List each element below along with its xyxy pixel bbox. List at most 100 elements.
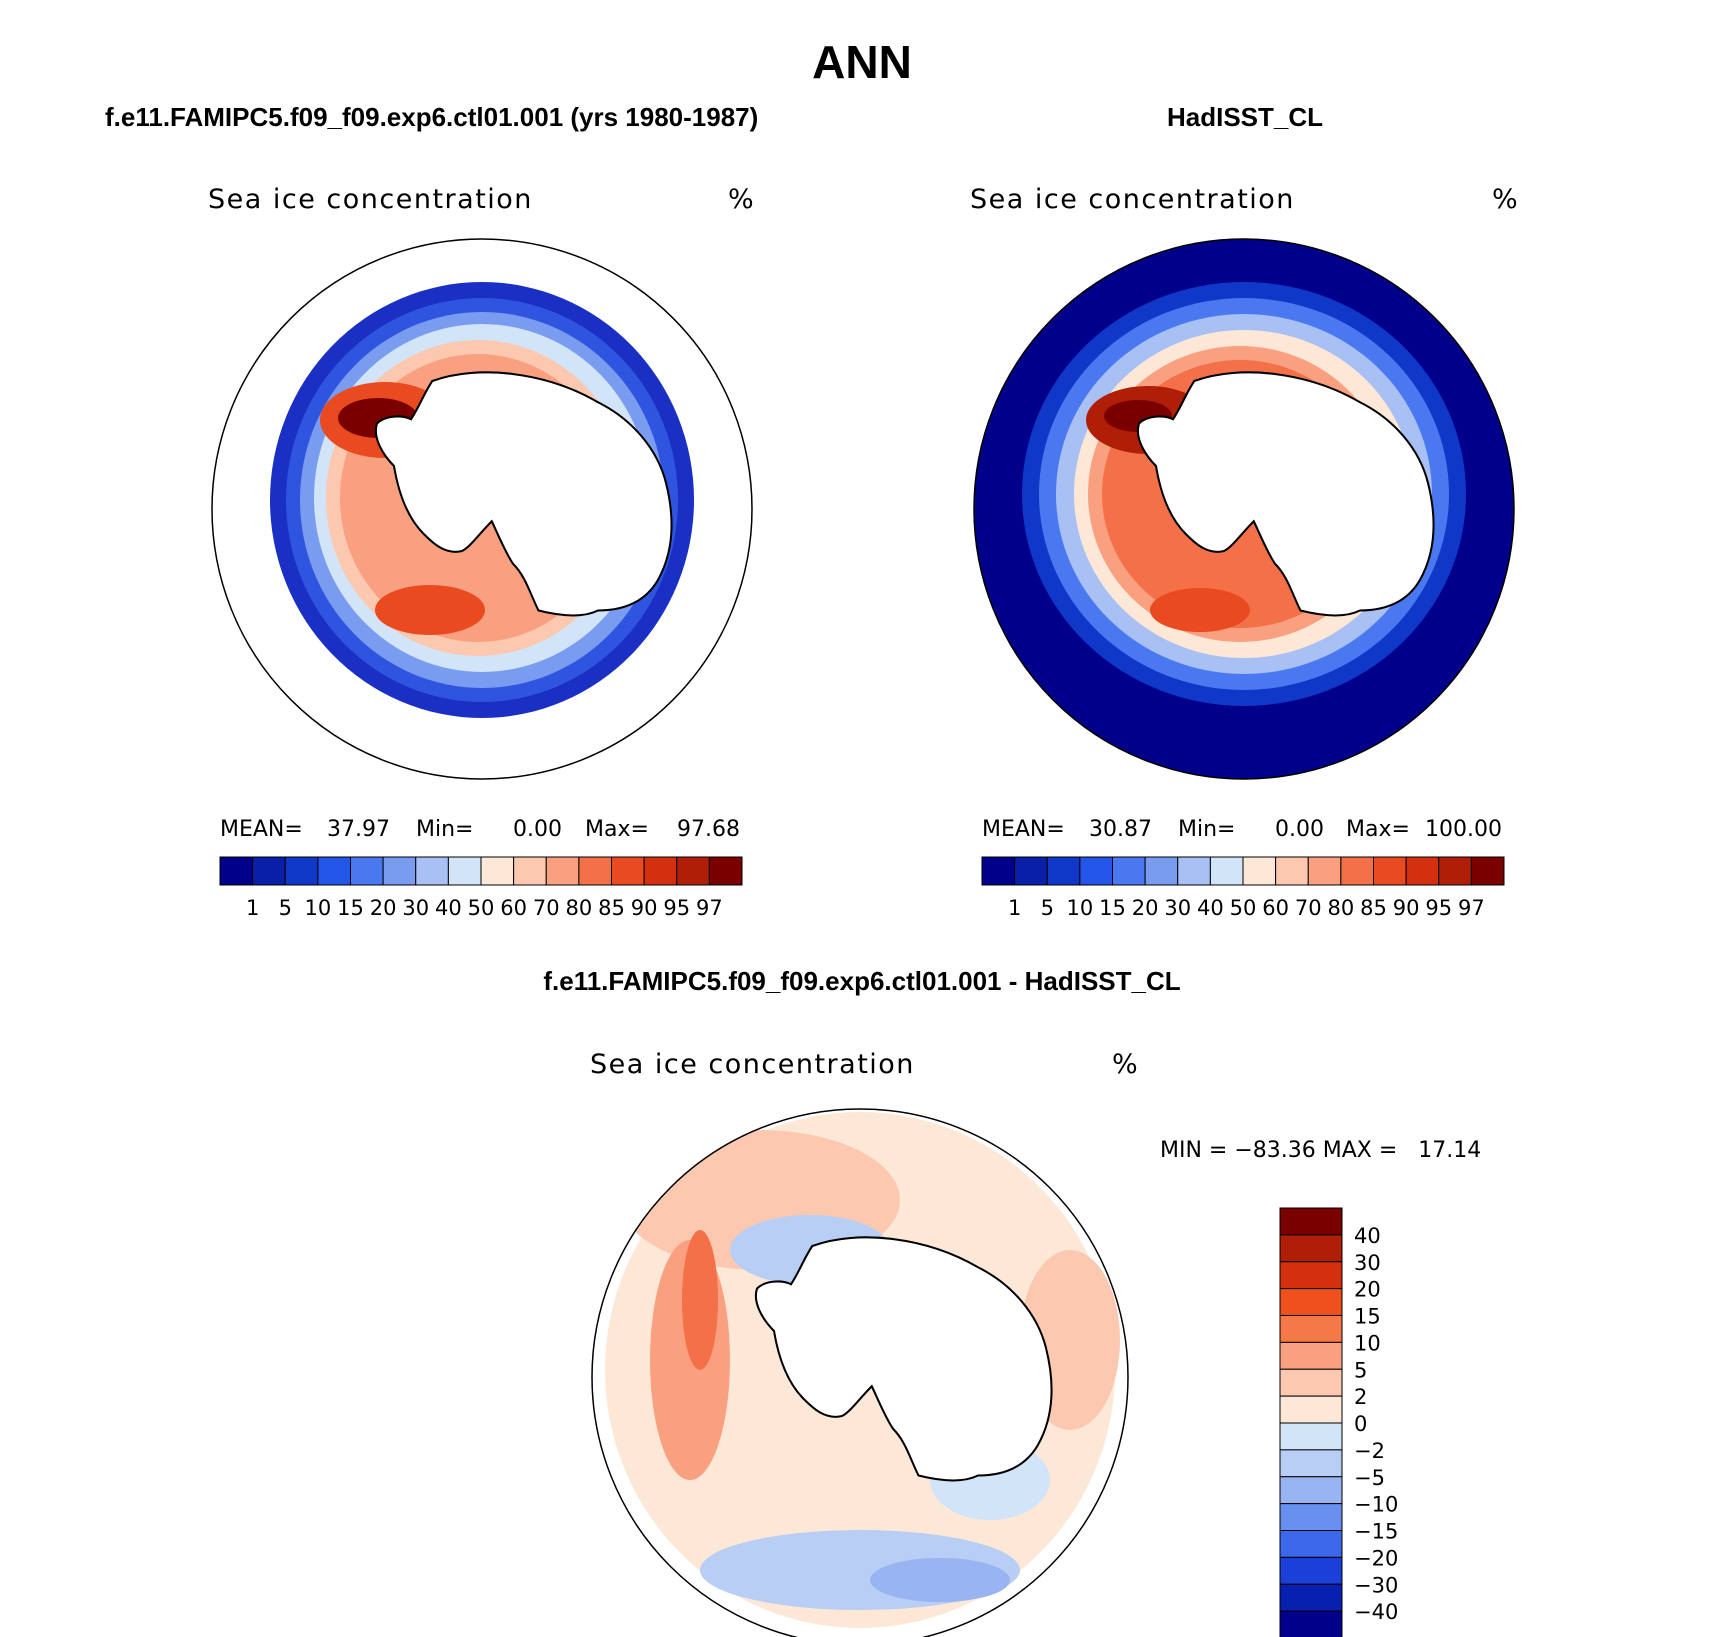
panel-model-colorbar-tick-label: 60 (500, 896, 527, 920)
panel-obs-map-field (974, 239, 1514, 779)
panel-model-colorbar-tick-label: 30 (402, 896, 429, 920)
panel-model-colorbar-tick-label: 97 (696, 896, 723, 920)
panel-obs-colorbar-swatch (1340, 856, 1374, 886)
panel-obs-max-label: Max= (1346, 817, 1410, 842)
panel-model-map-field (212, 239, 752, 779)
panel-obs-colorbar: 1 5 10 15 20 30 40 50 60 70 80 85 90 95 97 (981, 856, 1505, 920)
panel-model-colorbar-swatch (676, 856, 710, 886)
panel-diff-colorbar-swatch (1279, 1556, 1343, 1585)
panel-model-min-value: 0.00 (513, 817, 562, 842)
panel-obs-colorbar-tick-label: 30 (1164, 896, 1191, 920)
panel-model-stats: MEAN= 37.97 Min= 0.00 Max= 97.68 (220, 817, 740, 842)
panel-model-case-title: f.e11.FAMIPC5.f09_f09.exp6.ctl01.001 (yr… (105, 102, 758, 132)
panel-obs-min-value: 0.00 (1275, 817, 1324, 842)
panel-obs-colorbar-tick-label: 5 (1041, 896, 1054, 920)
panel-diff-colorbar-swatch (1279, 1503, 1343, 1531)
figure-title: ANN (812, 36, 912, 88)
panel-obs-colorbar-tick-label: 10 (1067, 896, 1094, 920)
panel-diff-colorbar-tick-label: 40 (1354, 1224, 1381, 1248)
panel-model-colorbar-swatch (219, 856, 254, 886)
panel-obs-colorbar-tick-label: 15 (1099, 896, 1126, 920)
panel-obs-colorbar-swatch (1307, 856, 1342, 886)
panel-obs-colorbar-swatch (1470, 856, 1505, 886)
panel-model-colorbar-swatch (317, 856, 351, 886)
panel-model-units-label: % (728, 184, 754, 215)
panel-obs-colorbar-tick-label: 80 (1328, 896, 1355, 920)
panel-obs-colorbar-tick-label: 60 (1262, 896, 1289, 920)
panel-model-colorbar-swatch (578, 856, 612, 886)
panel-model-colorbar-tick-label: 95 (663, 896, 690, 920)
panel-obs-colorbar-swatch (1014, 856, 1048, 886)
panel-model-variable-label: Sea ice concentration (208, 184, 533, 215)
panel-diff-colorbar-swatch (1279, 1288, 1343, 1316)
panel-diff-colorbar-tick-label: −2 (1354, 1439, 1385, 1463)
panel-model-colorbar-swatch (513, 856, 547, 886)
panel-obs-variable-label: Sea ice concentration (970, 184, 1295, 215)
panel-obs-max-value: 100.00 (1425, 817, 1502, 842)
panel-obs-colorbar-swatch (1209, 856, 1244, 886)
panel-diff-colorbar-tick-label: −10 (1354, 1493, 1398, 1517)
panel-model-colorbar-tick-label: 20 (370, 896, 397, 920)
panel-model-colorbar-swatch (611, 856, 645, 886)
panel-model-max-label: Max= (585, 817, 649, 842)
panel-diff-colorbar-tick-label: 10 (1354, 1331, 1381, 1355)
panel-diff-case-title: f.e11.FAMIPC5.f09_f09.exp6.ctl01.001 - H… (543, 966, 1180, 996)
panel-diff-colorbar-tick-label: −40 (1354, 1600, 1398, 1624)
panel-obs-colorbar-tick-label: 90 (1393, 896, 1420, 920)
panel-model-colorbar-swatch (643, 856, 678, 886)
panel-obs-colorbar-tick-label: 70 (1295, 896, 1322, 920)
panel-obs-colorbar-swatch (1242, 856, 1277, 886)
panel-model-colorbar-swatch (415, 856, 449, 886)
panel-diff-colorbar-swatch (1279, 1610, 1343, 1637)
panel-obs-colorbar-swatch (1405, 856, 1440, 886)
panel-diff-colorbar-swatch (1279, 1530, 1343, 1558)
panel-model-colorbar-swatch (447, 856, 482, 886)
panel-diff-colorbar-swatch (1279, 1583, 1343, 1612)
panel-diff-colorbar-swatch (1279, 1261, 1343, 1290)
panel-obs-colorbar-tick-label: 1 (1008, 896, 1021, 920)
panel-obs-units-label: % (1492, 184, 1518, 215)
panel-model-colorbar-tick-label: 85 (598, 896, 625, 920)
panel-model-colorbar-tick-label: 5 (279, 896, 292, 920)
panel-diff-variable-label: Sea ice concentration (590, 1049, 915, 1080)
panel-obs-colorbar-swatch (1144, 856, 1179, 886)
panel-diff-colorbar-swatch (1279, 1207, 1343, 1236)
panel-diff-map-border (591, 1108, 1129, 1637)
panel-diff-colorbar-swatch (1279, 1476, 1343, 1505)
panel-obs-colorbar-swatch (1373, 856, 1407, 886)
panel-obs-stats: MEAN= 30.87 Min= 0.00 Max= 100.00 (982, 817, 1502, 842)
panel-model-colorbar-swatch (284, 856, 319, 886)
panel-model-colorbar-tick-label: 40 (435, 896, 462, 920)
panel-obs-colorbar-tick-label: 40 (1197, 896, 1224, 920)
panel-model-max-value: 97.68 (677, 817, 740, 842)
panel-diff-colorbar-tick-label: −15 (1354, 1520, 1398, 1544)
panel-model-colorbar-swatch (480, 856, 515, 886)
panel-model-colorbar-tick-label: 80 (566, 896, 593, 920)
panel-diff-colorbar-tick-label: 5 (1354, 1358, 1367, 1382)
panel-diff-colorbar-swatch (1279, 1422, 1343, 1451)
panel-model-colorbar-tick-label: 15 (337, 896, 364, 920)
panel-diff-colorbar-tick-label: −20 (1354, 1546, 1398, 1570)
panel-diff-map-field (592, 1109, 1128, 1637)
panel-model-colorbar-tick-label: 90 (631, 896, 658, 920)
panel-model-mean-value: 37.97 (327, 817, 390, 842)
panel-model-min-label: Min= (416, 817, 473, 842)
panel-obs-colorbar-tick-label: 20 (1132, 896, 1159, 920)
panel-obs-colorbar-swatch (1079, 856, 1113, 886)
panel-diff-colorbar-swatch (1279, 1234, 1343, 1263)
panel-obs-map-border (973, 238, 1515, 780)
panel-obs-colorbar-tick-label: 97 (1458, 896, 1485, 920)
panel-diff-colorbar-swatch (1279, 1395, 1343, 1424)
panel-model-colorbar-tick-label: 10 (305, 896, 332, 920)
panel-diff-colorbar-swatch (1279, 1341, 1343, 1370)
panel-obs-colorbar-swatch (1438, 856, 1472, 886)
panel-obs-min-label: Min= (1178, 817, 1235, 842)
panel-obs-colorbar-tick-label: 85 (1360, 896, 1387, 920)
panel-model-colorbar-swatch (382, 856, 417, 886)
panel-obs-case-title: HadISST_CL (1167, 102, 1323, 132)
panel-diff-colorbar-swatch (1279, 1368, 1343, 1397)
panel-diff-colorbar-tick-label: 30 (1354, 1251, 1381, 1275)
panel-model-map-border (211, 238, 753, 780)
